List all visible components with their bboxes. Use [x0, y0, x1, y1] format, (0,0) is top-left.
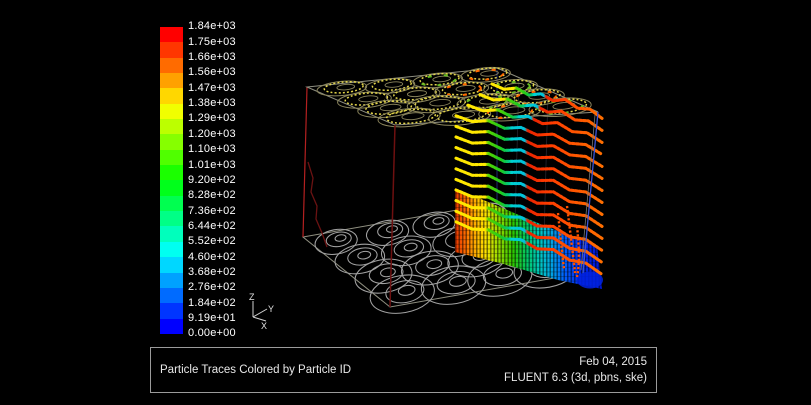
y-axis-line: [252, 308, 268, 318]
colorbar-band: [160, 180, 183, 196]
colorbar-tick: 1.01e+03: [188, 158, 236, 171]
colorbar-band: [160, 73, 183, 89]
x-axis-label: X: [261, 321, 267, 331]
left-wall-trace: [307, 161, 328, 248]
colorbar-band: [160, 165, 183, 181]
particle-trace-rows: [454, 82, 604, 276]
colorbar-band: [160, 42, 183, 58]
colorbar-tick: 8.28e+02: [188, 189, 236, 202]
box-edge-front-left: [389, 124, 396, 308]
colorbar-tick: 9.19e+01: [188, 311, 236, 324]
colorbar-tick: 6.44e+02: [188, 219, 236, 232]
colorbar-band: [160, 303, 183, 319]
colorbar-tick: 7.36e+02: [188, 204, 236, 217]
y-axis-label: Y: [268, 304, 274, 314]
colorbar-band: [160, 287, 183, 304]
box-edge-front-right-inner: [580, 114, 596, 271]
colorbar-tick: 1.84e+03: [188, 20, 236, 33]
colorbar-tick: 1.84e+02: [188, 296, 236, 309]
colorbar-tick: 3.68e+02: [188, 265, 236, 278]
colorbar-tick: 1.47e+03: [188, 81, 236, 94]
colorbar-band: [160, 134, 183, 150]
top-face-swirls: [316, 66, 592, 128]
orange-descending-streaks: [556, 205, 581, 278]
colorbar-tick: 1.66e+03: [188, 51, 236, 64]
caption-box: Particle Traces Colored by Particle ID F…: [150, 347, 657, 393]
colorbar-tick: 1.29e+03: [188, 112, 236, 125]
colorbar-tick: 2.76e+02: [188, 281, 236, 294]
plot-title: Particle Traces Colored by Particle ID: [160, 364, 352, 376]
caption-right: Feb 04, 2015 FLUENT 6.3 (3d, pbns, ske): [504, 354, 647, 386]
software-label: FLUENT 6.3 (3d, pbns, ske): [504, 372, 647, 384]
x-axis-line: [252, 316, 267, 322]
colorbar-tick: 1.56e+03: [188, 66, 236, 79]
colorbar-band: [160, 211, 183, 227]
colorbar-band: [160, 195, 183, 212]
colorbar-tick: 1.10e+03: [188, 143, 236, 156]
colorbar-band: [160, 226, 183, 242]
colorbar-tick: 4.60e+02: [188, 250, 236, 263]
colorbar-band: [160, 272, 183, 288]
colorbar-band: [160, 119, 183, 135]
box-edge-front-right: [582, 111, 599, 274]
colorbar-tick: 1.38e+03: [188, 97, 236, 110]
colorbar-band: [160, 103, 183, 120]
colorbar-band: [160, 257, 183, 273]
colorbar-band: [160, 27, 183, 43]
colorbar-tick: 1.20e+03: [188, 127, 236, 140]
colorbar-band: [160, 57, 183, 74]
colorbar-tick: 1.75e+03: [188, 35, 236, 48]
colorbar-tick: 5.52e+02: [188, 235, 236, 248]
colorbar-band: [160, 318, 183, 334]
axis-triad: Z Y X: [249, 292, 274, 331]
date-label: Feb 04, 2015: [579, 355, 647, 368]
colorbar-tick-labels: 1.84e+03 1.75e+03 1.66e+03 1.56e+03 1.47…: [188, 19, 236, 341]
colorbar-band: [160, 241, 183, 258]
colorbar: [160, 27, 183, 334]
colorbar-tick: 0.00e+00: [188, 327, 236, 340]
colorbar-tick: 9.20e+02: [188, 173, 236, 186]
blue-corner-cluster: [577, 271, 603, 289]
z-axis-label: Z: [249, 292, 255, 302]
colorbar-band: [160, 88, 183, 104]
box-edge-back-left: [302, 86, 308, 238]
colorbar-band: [160, 149, 183, 166]
